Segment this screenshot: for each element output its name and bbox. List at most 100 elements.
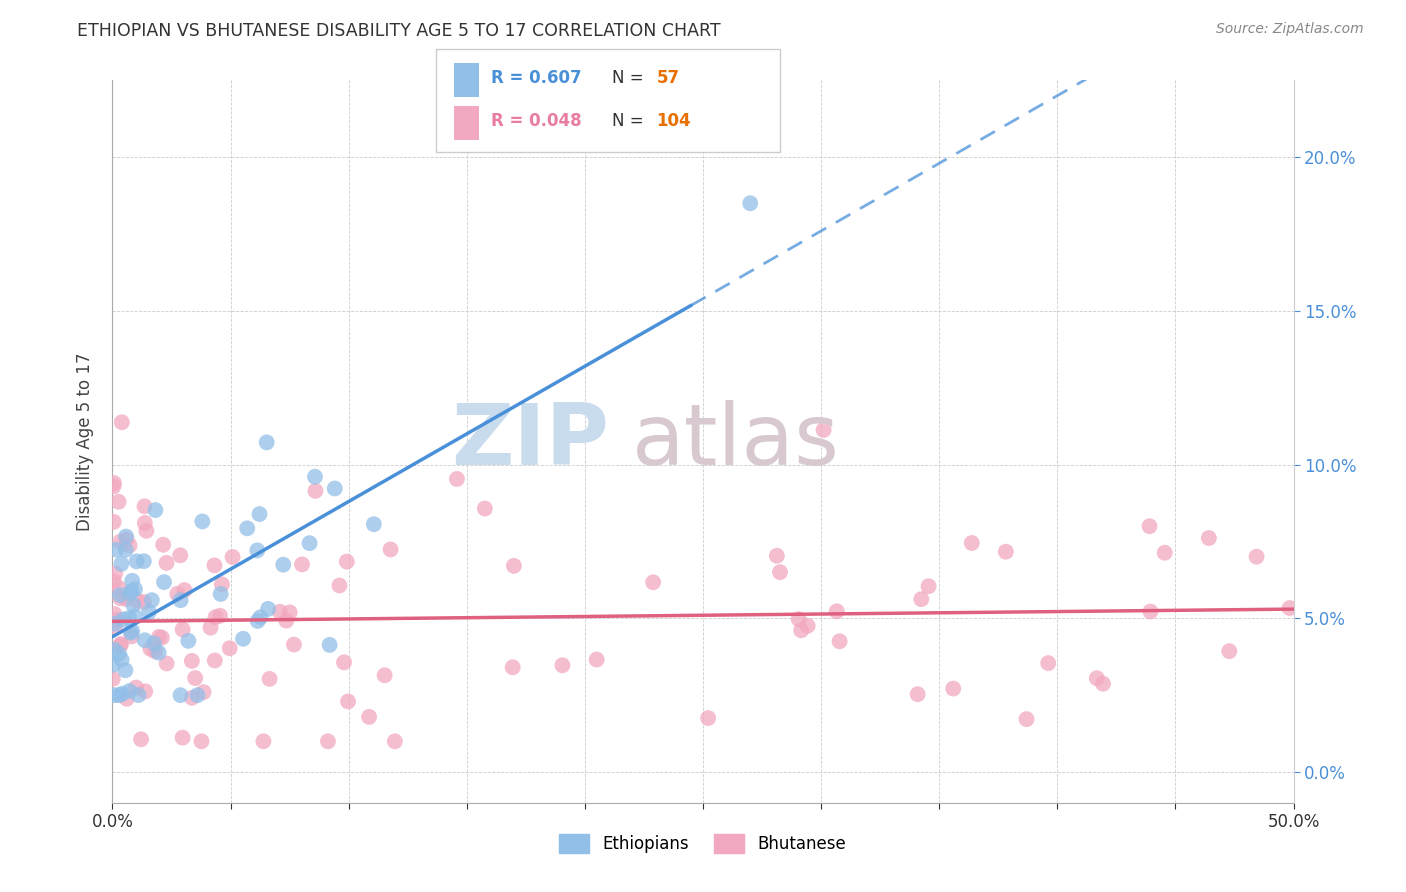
- Point: [790, 624, 813, 638]
- Point: [1091, 677, 1114, 691]
- Point: [323, 482, 346, 496]
- Point: [384, 734, 406, 748]
- Point: [103, 607, 125, 621]
- Point: [1085, 671, 1108, 685]
- Point: [127, 593, 149, 607]
- Point: [787, 612, 810, 626]
- Point: [141, 593, 163, 607]
- Point: [145, 503, 167, 517]
- Point: [115, 529, 138, 543]
- Point: [114, 663, 136, 677]
- Point: [180, 690, 202, 705]
- Point: [259, 672, 281, 686]
- Point: [291, 558, 314, 572]
- Point: [813, 423, 835, 437]
- Point: [101, 672, 124, 686]
- Point: [124, 609, 146, 624]
- Point: [304, 483, 326, 498]
- Point: [1198, 531, 1220, 545]
- Point: [135, 524, 157, 538]
- Point: [139, 641, 162, 656]
- Point: [111, 687, 134, 701]
- Text: 57: 57: [657, 70, 679, 87]
- Point: [249, 507, 271, 521]
- Point: [697, 711, 720, 725]
- Point: [211, 577, 233, 591]
- Point: [769, 565, 792, 579]
- Point: [103, 574, 125, 589]
- Point: [910, 592, 932, 607]
- Point: [132, 554, 155, 568]
- Text: ZIP: ZIP: [451, 400, 609, 483]
- Point: [118, 684, 141, 698]
- Point: [204, 653, 226, 667]
- Point: [204, 610, 226, 624]
- Point: [111, 415, 134, 429]
- Point: [740, 196, 762, 211]
- Point: [474, 501, 496, 516]
- Point: [585, 652, 607, 666]
- Point: [328, 578, 350, 592]
- Point: [252, 734, 274, 748]
- Point: [128, 688, 150, 702]
- Point: [148, 630, 170, 644]
- Text: 104: 104: [657, 112, 692, 130]
- Point: [156, 657, 179, 671]
- Point: [105, 542, 128, 557]
- Point: [120, 625, 142, 640]
- Point: [359, 710, 381, 724]
- Point: [111, 653, 134, 667]
- Point: [134, 633, 156, 648]
- Point: [1139, 605, 1161, 619]
- Point: [374, 668, 396, 682]
- Point: [278, 606, 301, 620]
- Point: [917, 579, 939, 593]
- Point: [232, 632, 254, 646]
- Point: [125, 681, 148, 695]
- Point: [103, 642, 125, 657]
- Point: [104, 616, 127, 631]
- Point: [124, 582, 146, 596]
- Point: [105, 613, 128, 627]
- Point: [114, 542, 136, 557]
- Point: [1015, 712, 1038, 726]
- Point: [118, 611, 141, 625]
- Point: [172, 731, 194, 745]
- Point: [172, 623, 194, 637]
- Point: [766, 549, 789, 563]
- Point: [134, 500, 156, 514]
- Point: [246, 614, 269, 628]
- Point: [122, 598, 145, 612]
- Point: [246, 543, 269, 558]
- Point: [103, 657, 125, 672]
- Point: [120, 586, 142, 600]
- Point: [125, 554, 148, 568]
- Point: [115, 533, 138, 547]
- Point: [907, 687, 929, 701]
- Point: [304, 469, 326, 483]
- Point: [1278, 601, 1301, 615]
- Point: [153, 575, 176, 590]
- Point: [380, 542, 402, 557]
- Legend: Ethiopians, Bhutanese: Ethiopians, Bhutanese: [553, 827, 853, 860]
- Point: [118, 538, 141, 552]
- Point: [643, 575, 665, 590]
- Point: [108, 591, 131, 606]
- Point: [316, 734, 339, 748]
- Point: [269, 605, 291, 619]
- Text: ETHIOPIAN VS BHUTANESE DISABILITY AGE 5 TO 17 CORRELATION CHART: ETHIOPIAN VS BHUTANESE DISABILITY AGE 5 …: [77, 22, 721, 40]
- Point: [169, 688, 191, 702]
- Point: [121, 624, 143, 638]
- Point: [257, 602, 280, 616]
- Point: [960, 536, 983, 550]
- Point: [446, 472, 468, 486]
- Point: [112, 612, 135, 626]
- Point: [134, 516, 156, 530]
- Point: [110, 557, 132, 571]
- Point: [108, 647, 131, 661]
- Point: [221, 549, 243, 564]
- Point: [191, 515, 214, 529]
- Point: [177, 633, 200, 648]
- Point: [502, 558, 524, 573]
- Point: [208, 608, 231, 623]
